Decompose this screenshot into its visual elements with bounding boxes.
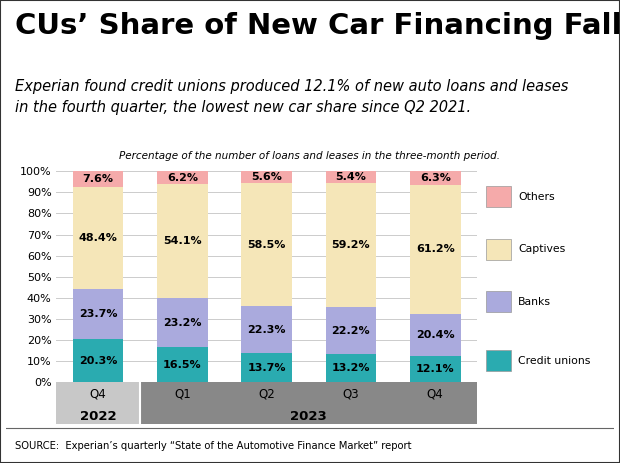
Text: Credit unions: Credit unions — [518, 356, 591, 366]
Text: Q2: Q2 — [258, 388, 275, 401]
Bar — [157, 298, 208, 347]
Bar — [410, 185, 461, 313]
Bar — [241, 353, 292, 382]
Text: Captives: Captives — [518, 244, 565, 254]
Bar — [157, 184, 208, 298]
Bar — [241, 171, 292, 183]
Text: 58.5%: 58.5% — [247, 239, 286, 250]
Text: Experian found credit unions produced 12.1% of new auto loans and leases
in the : Experian found credit unions produced 12… — [16, 79, 569, 115]
Text: 61.2%: 61.2% — [416, 244, 454, 254]
Text: Q4: Q4 — [427, 388, 444, 401]
Text: 16.5%: 16.5% — [163, 360, 202, 369]
Text: CUs’ Share of New Car Financing Falls: CUs’ Share of New Car Financing Falls — [16, 12, 620, 40]
Text: Q4: Q4 — [89, 388, 107, 401]
Text: 2022: 2022 — [79, 410, 117, 423]
Text: 20.3%: 20.3% — [79, 356, 117, 366]
Text: 5.6%: 5.6% — [251, 172, 282, 182]
Text: 5.4%: 5.4% — [335, 172, 366, 182]
Text: 7.6%: 7.6% — [82, 174, 113, 184]
Bar — [73, 289, 123, 339]
Text: Banks: Banks — [518, 297, 551, 307]
Text: 23.2%: 23.2% — [163, 318, 202, 328]
Bar — [326, 307, 376, 354]
FancyBboxPatch shape — [486, 350, 511, 371]
Bar — [410, 171, 461, 185]
Text: 20.4%: 20.4% — [416, 330, 454, 340]
Text: 23.7%: 23.7% — [79, 309, 117, 319]
FancyBboxPatch shape — [486, 291, 511, 313]
Bar — [157, 347, 208, 382]
Bar — [157, 171, 208, 184]
FancyBboxPatch shape — [486, 239, 511, 260]
Text: 59.2%: 59.2% — [332, 240, 370, 250]
Bar — [73, 188, 123, 289]
Bar — [241, 306, 292, 353]
Bar — [393, 382, 477, 424]
Bar — [73, 339, 123, 382]
Bar — [326, 171, 376, 183]
Text: Q1: Q1 — [174, 388, 191, 401]
Text: 12.1%: 12.1% — [416, 364, 454, 374]
Text: 22.2%: 22.2% — [332, 326, 370, 336]
Bar — [224, 382, 309, 424]
Text: 13.2%: 13.2% — [332, 363, 370, 373]
Bar — [73, 171, 123, 188]
FancyBboxPatch shape — [486, 186, 511, 207]
Bar — [410, 357, 461, 382]
Bar — [326, 354, 376, 382]
Text: 22.3%: 22.3% — [247, 325, 286, 335]
Bar — [140, 382, 224, 424]
Text: Q3: Q3 — [343, 388, 359, 401]
Text: 48.4%: 48.4% — [79, 233, 117, 243]
Text: Percentage of the number of loans and leases in the three-month period.: Percentage of the number of loans and le… — [120, 151, 500, 161]
Text: 6.3%: 6.3% — [420, 173, 451, 183]
Text: 2023: 2023 — [290, 410, 327, 423]
Text: 6.2%: 6.2% — [167, 173, 198, 183]
Bar — [410, 313, 461, 357]
Text: SOURCE:  Experian’s quarterly “State of the Automotive Finance Market” report: SOURCE: Experian’s quarterly “State of t… — [16, 442, 412, 451]
Text: 13.7%: 13.7% — [247, 363, 286, 373]
Text: 54.1%: 54.1% — [163, 236, 202, 246]
Bar — [326, 183, 376, 307]
Bar — [241, 183, 292, 306]
Bar — [309, 382, 393, 424]
Bar — [56, 382, 140, 424]
Text: Others: Others — [518, 192, 555, 201]
